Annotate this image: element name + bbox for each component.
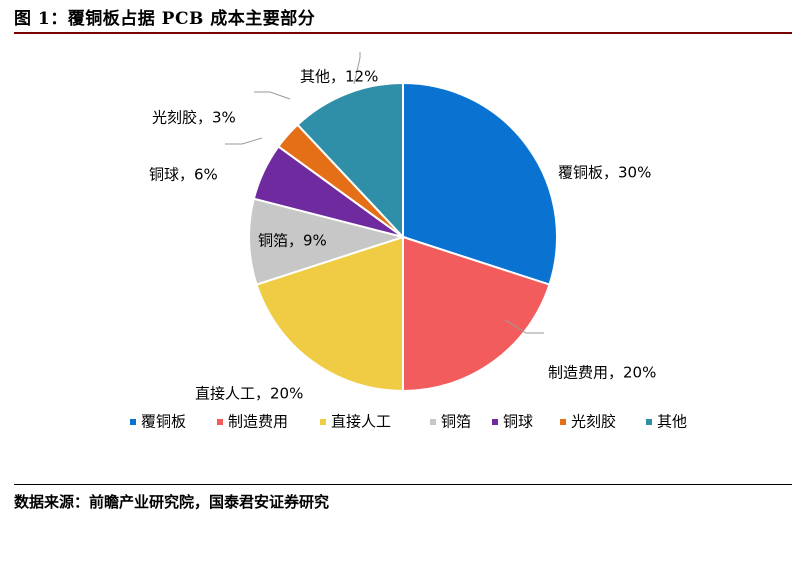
title-divider <box>14 32 792 34</box>
legend-swatch-2 <box>217 419 223 425</box>
leader-line-6 <box>254 91 291 100</box>
leader-line-7 <box>353 52 361 85</box>
source-note: 数据来源：前瞻产业研究院，国泰君安证券研究 <box>14 493 330 511</box>
legend-swatch-7 <box>646 419 652 425</box>
legend-swatch-3 <box>320 419 326 425</box>
legend-swatch-6 <box>560 419 566 425</box>
legend-swatch-5 <box>492 419 498 425</box>
legend-item-3: 直接人工 <box>331 413 391 431</box>
pie-slices <box>248 81 558 393</box>
slice-label-5: 铜球，6% <box>149 166 218 184</box>
legend-item-1: 覆铜板 <box>141 413 186 431</box>
slice-label-1: 覆铜板，30% <box>558 164 651 182</box>
slice-label-4: 铜箔，9% <box>258 232 327 250</box>
legend-swatch-4 <box>430 419 436 425</box>
legend-item-2: 制造费用 <box>228 413 288 431</box>
pie-slice-3 <box>255 235 404 393</box>
pie-chart: 覆铜板，30% 制造费用，20% 直接人工，20% 铜箔，9% 铜球，6% 光刻胶，3% 其… <box>130 52 687 431</box>
legend-swatch-1 <box>130 419 136 425</box>
pie-slice-2 <box>402 235 551 393</box>
pie-slice-1 <box>402 81 558 286</box>
pie-slice-7 <box>296 81 404 240</box>
source-divider <box>14 484 792 485</box>
slice-label-3: 直接人工，20% <box>195 385 303 403</box>
slice-label-6: 光刻胶，3% <box>152 109 236 127</box>
legend-item-4: 铜箔 <box>441 413 471 431</box>
slice-label-2: 制造费用，20% <box>548 364 656 382</box>
legend-item-5: 铜球 <box>503 413 533 431</box>
leader-lines <box>225 52 544 334</box>
legend-item-7: 其他 <box>657 413 687 431</box>
leader-line-2 <box>504 319 544 334</box>
legend-item-6: 光刻胶 <box>571 413 616 431</box>
slice-labels: 覆铜板，30% 制造费用，20% 直接人工，20% 铜箔，9% 铜球，6% 光刻胶，3% 其… <box>149 68 656 403</box>
chart-legend: 覆铜板 制造费用 直接人工 铜箔 铜球 光刻胶 其他 <box>130 413 687 431</box>
figure-title: 图 1：覆铜板占据 PCB 成本主要部分 <box>14 9 316 29</box>
pie-slice-4 <box>248 197 407 286</box>
slice-label-7: 其他，12% <box>300 68 378 86</box>
leader-line-5 <box>225 137 263 145</box>
